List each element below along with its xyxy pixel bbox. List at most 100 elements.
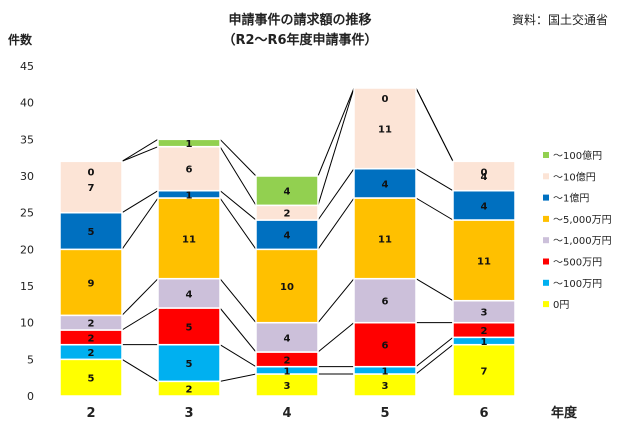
connector-line xyxy=(415,278,454,302)
data-label: 0 xyxy=(88,167,95,178)
connector-line xyxy=(121,358,159,382)
data-label: 4 xyxy=(382,179,389,190)
bar-segment xyxy=(157,197,221,280)
data-label: 5 xyxy=(186,359,193,370)
data-label: 1 xyxy=(284,366,291,377)
data-label: 6 xyxy=(186,165,193,176)
legend-swatch xyxy=(543,258,549,265)
data-label: 11 xyxy=(477,256,491,267)
x-tick-label: 3 xyxy=(184,406,193,421)
bar-segment xyxy=(452,160,516,192)
connector-line xyxy=(415,168,454,192)
data-label: 11 xyxy=(182,234,196,245)
legend-label: ～1,000万円 xyxy=(553,236,612,247)
legend: ～100億円 ～10億円 ～1億円 ～5,000万円 ～1,000万円 ～500万円 ～10… xyxy=(543,149,612,311)
connector-line xyxy=(415,197,454,221)
data-label: 5 xyxy=(88,227,95,238)
connector-line xyxy=(219,373,257,382)
connector-line xyxy=(219,146,257,206)
bar-segment xyxy=(353,87,417,170)
x-axis-label: 年度 xyxy=(551,405,578,421)
connector-line xyxy=(121,307,159,331)
data-label: 11 xyxy=(378,234,392,245)
legend-swatch xyxy=(543,237,549,244)
connector-line xyxy=(219,307,257,353)
connector-line xyxy=(219,138,257,177)
legend-swatch xyxy=(543,279,549,286)
connector-line xyxy=(121,197,159,250)
legend-swatch xyxy=(543,301,549,308)
data-label: 2 xyxy=(88,333,95,344)
bar-segment xyxy=(353,277,417,324)
data-label: 2 xyxy=(481,326,488,337)
data-label: 11 xyxy=(378,124,392,135)
connector-line xyxy=(219,197,257,250)
data-label: 5 xyxy=(186,322,193,333)
connector-line xyxy=(121,146,159,162)
connector-line xyxy=(317,168,355,221)
data-label: 2 xyxy=(88,348,95,359)
data-label: 1 xyxy=(186,139,193,150)
bar-segment xyxy=(157,138,221,148)
data-label: 2 xyxy=(88,319,95,330)
y-tick-label: 5 xyxy=(27,353,34,366)
y-tick-label: 25 xyxy=(20,207,34,220)
x-tick-label: 4 xyxy=(282,406,291,421)
bar-segment xyxy=(452,343,516,397)
connector-line xyxy=(317,87,355,177)
connector-line xyxy=(219,278,257,323)
bars: 5222957025541116131241042431661141107123… xyxy=(59,87,516,397)
x-tick-label: 2 xyxy=(86,406,95,421)
connector-line xyxy=(121,278,159,316)
bar-segment xyxy=(59,160,123,214)
chart-subtitle: （R2～R6年度申請事件） xyxy=(222,32,377,48)
legend-swatch xyxy=(543,194,549,201)
y-tick-label: 0 xyxy=(27,390,34,403)
x-tick-label: 6 xyxy=(479,406,488,421)
legend-label: ～500万円 xyxy=(553,258,602,269)
data-label: 6 xyxy=(382,297,389,308)
data-label: 4 xyxy=(284,187,291,198)
data-label: 4 xyxy=(186,289,193,300)
bar-segment xyxy=(157,307,221,346)
data-label: 3 xyxy=(284,381,291,392)
y-tick-label: 35 xyxy=(20,133,34,146)
data-label: 0 xyxy=(481,167,488,178)
y-axis-ticks: 0 5 10 15 20 25 30 35 40 45 xyxy=(20,60,34,403)
connector-line xyxy=(317,197,355,250)
bar-segment xyxy=(59,211,123,251)
legend-label: ～5,000万円 xyxy=(553,215,612,226)
data-label: 2 xyxy=(284,209,291,220)
data-label: 2 xyxy=(186,385,193,396)
connector-line xyxy=(219,344,257,368)
connector-line xyxy=(121,138,159,162)
bar-segment xyxy=(157,277,221,309)
y-tick-label: 15 xyxy=(20,280,34,293)
legend-label: ～100億円 xyxy=(553,149,602,162)
data-label: 1 xyxy=(186,190,193,201)
data-label: 2 xyxy=(284,355,291,366)
connector-line xyxy=(317,322,355,353)
legend-swatch xyxy=(543,215,549,222)
connector-line xyxy=(121,190,159,214)
x-tick-label: 5 xyxy=(380,406,389,421)
data-label: 6 xyxy=(382,341,389,352)
data-label: 1 xyxy=(382,366,389,377)
connector-line xyxy=(415,87,454,162)
y-axis-label: 件数 xyxy=(8,32,33,47)
data-label: 1 xyxy=(481,337,488,348)
bar-segment xyxy=(59,358,123,397)
connector-line xyxy=(317,87,355,206)
data-label: 3 xyxy=(481,308,488,319)
data-label: 4 xyxy=(284,333,291,344)
legend-label: ～1億円 xyxy=(553,192,589,205)
data-label: 4 xyxy=(481,201,488,212)
bar-segment xyxy=(255,175,319,207)
data-label: 9 xyxy=(88,278,95,289)
data-label: 4 xyxy=(284,231,291,242)
connector-line xyxy=(415,336,454,368)
data-label: 5 xyxy=(88,374,95,385)
legend-swatch xyxy=(543,152,549,158)
legend-label: ～10億円 xyxy=(553,170,596,183)
